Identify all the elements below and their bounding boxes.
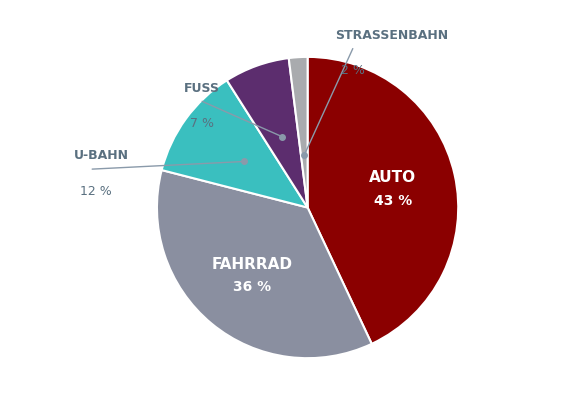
- Text: 12 %: 12 %: [80, 185, 112, 198]
- Text: FAHRRAD: FAHRRAD: [211, 257, 292, 272]
- Text: FUSS: FUSS: [184, 82, 220, 94]
- Wedge shape: [157, 170, 372, 358]
- Wedge shape: [289, 57, 308, 208]
- Text: 36 %: 36 %: [233, 280, 271, 294]
- Text: AUTO: AUTO: [369, 170, 417, 186]
- Text: 43 %: 43 %: [374, 194, 412, 208]
- Text: 2 %: 2 %: [341, 64, 365, 78]
- Wedge shape: [227, 58, 308, 208]
- Wedge shape: [162, 80, 308, 208]
- Text: STRASSENBAHN: STRASSENBAHN: [335, 29, 448, 42]
- Wedge shape: [308, 57, 458, 344]
- Text: 7 %: 7 %: [190, 117, 214, 130]
- Text: U-BAHN: U-BAHN: [74, 149, 129, 162]
